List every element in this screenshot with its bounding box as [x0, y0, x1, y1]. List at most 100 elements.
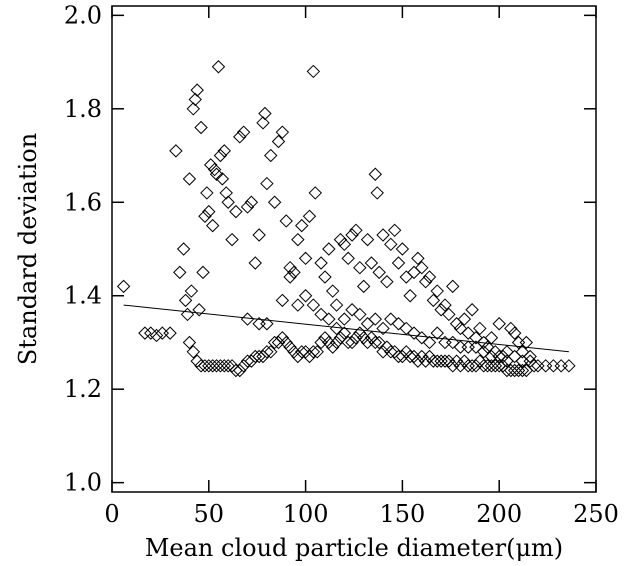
data-point — [291, 232, 305, 247]
data-point — [438, 354, 452, 368]
data-point — [182, 172, 197, 186]
data-point — [244, 354, 259, 368]
data-point — [279, 335, 293, 350]
data-point — [368, 167, 383, 181]
data-point — [527, 359, 541, 373]
data-point — [322, 242, 336, 256]
data-point — [507, 326, 522, 340]
data-point — [554, 359, 568, 373]
data-point — [484, 359, 499, 373]
data-point — [306, 298, 321, 312]
data-point — [515, 363, 530, 378]
data-point — [275, 293, 290, 308]
data-point — [426, 354, 441, 368]
data-point — [380, 275, 394, 289]
data-point — [318, 270, 332, 284]
data-point — [469, 331, 483, 345]
data-point — [325, 340, 340, 354]
data-point — [302, 209, 317, 223]
data-point — [244, 195, 259, 209]
x-tick-label: 50 — [194, 500, 225, 528]
data-point — [275, 331, 290, 345]
y-axis-label: Standard deviation — [14, 133, 42, 365]
data-point — [178, 293, 193, 308]
data-point — [190, 354, 204, 368]
data-point — [446, 335, 460, 350]
data-point — [248, 256, 262, 270]
data-point — [233, 130, 247, 144]
data-point — [496, 349, 510, 364]
data-point — [480, 340, 495, 354]
data-point — [205, 359, 220, 373]
data-point — [364, 331, 379, 345]
data-point — [240, 200, 255, 214]
data-point — [192, 303, 206, 317]
data-point — [399, 345, 413, 359]
data-point — [531, 359, 545, 373]
data-point — [264, 148, 278, 163]
data-point — [329, 321, 344, 336]
x-axis-ticks: 0 50 100 150 200 250 — [104, 6, 619, 528]
data-point — [422, 349, 437, 364]
data-point — [287, 345, 301, 359]
data-point — [260, 317, 274, 331]
data-point — [302, 349, 317, 364]
data-point — [457, 312, 472, 326]
data-point — [353, 307, 367, 322]
data-point — [209, 167, 224, 181]
data-point — [457, 354, 472, 368]
data-point — [233, 363, 247, 378]
data-point — [345, 228, 359, 242]
data-point — [446, 359, 460, 373]
data-point — [252, 228, 266, 242]
data-point — [149, 328, 164, 343]
y-tick-label: 1.0 — [64, 469, 102, 497]
data-point — [415, 260, 429, 275]
data-point — [372, 335, 386, 350]
data-point — [438, 298, 452, 312]
data-point — [395, 349, 410, 364]
data-point — [356, 279, 371, 294]
data-point — [403, 289, 417, 303]
data-point — [329, 335, 344, 350]
data-point — [434, 354, 448, 368]
data-point — [523, 349, 537, 364]
data-point — [217, 144, 231, 158]
data-point — [415, 331, 429, 345]
data-point — [256, 349, 270, 364]
y-tick-label: 1.6 — [64, 188, 102, 216]
data-point — [430, 284, 444, 298]
y-tick-label: 2.0 — [64, 1, 102, 29]
data-point — [308, 186, 322, 200]
data-point — [360, 317, 375, 331]
data-point — [306, 345, 321, 359]
data-point — [267, 195, 282, 209]
data-point — [411, 251, 425, 266]
data-point — [341, 251, 355, 266]
data-point — [291, 298, 305, 312]
data-point — [184, 284, 199, 298]
data-point — [492, 317, 506, 331]
data-point — [418, 354, 433, 368]
data-point — [176, 242, 191, 256]
data-point — [279, 214, 293, 228]
data-point — [411, 354, 425, 368]
data-point — [453, 359, 468, 373]
data-point — [298, 289, 313, 303]
y-tick-label: 1.2 — [64, 375, 102, 403]
data-point — [229, 204, 243, 219]
data-point — [546, 359, 561, 373]
data-point — [211, 60, 226, 74]
data-point — [198, 209, 212, 223]
data-point — [264, 345, 278, 359]
data-point — [465, 303, 479, 317]
data-point — [314, 256, 328, 270]
data-point — [504, 321, 518, 336]
data-point — [271, 335, 286, 350]
data-point — [461, 359, 475, 373]
data-point — [500, 345, 514, 359]
data-point — [368, 335, 383, 350]
data-point — [415, 349, 429, 364]
data-point — [469, 340, 483, 354]
data-point — [453, 321, 468, 336]
